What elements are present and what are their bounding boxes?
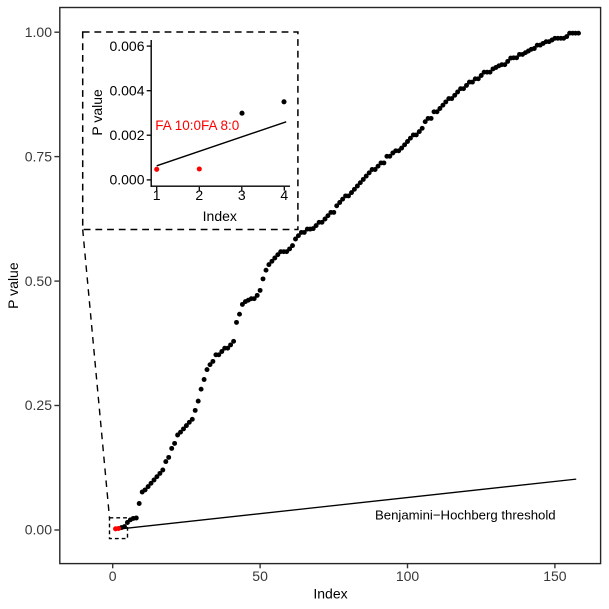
svg-text:1: 1 (153, 187, 161, 203)
svg-text:0.25: 0.25 (25, 397, 52, 413)
svg-text:Index: Index (313, 585, 347, 601)
svg-text:0.000: 0.000 (109, 172, 144, 188)
svg-text:FA 10:0FA 8:0: FA 10:0FA 8:0 (155, 118, 239, 133)
svg-text:0.004: 0.004 (109, 83, 144, 99)
svg-text:0.50: 0.50 (25, 273, 52, 289)
svg-text:1.00: 1.00 (25, 24, 52, 40)
svg-text:100: 100 (396, 568, 420, 584)
svg-text:0.00: 0.00 (25, 522, 52, 538)
svg-text:P value: P value (89, 89, 105, 136)
svg-text:0.75: 0.75 (25, 148, 52, 164)
svg-text:0.002: 0.002 (109, 127, 144, 143)
svg-text:0.006: 0.006 (109, 38, 144, 54)
svg-text:P value: P value (5, 262, 21, 309)
svg-text:Benjamini−Hochberg threshold: Benjamini−Hochberg threshold (375, 507, 556, 522)
svg-text:50: 50 (252, 568, 268, 584)
svg-text:Index: Index (203, 208, 237, 224)
svg-text:4: 4 (280, 187, 288, 203)
svg-text:0: 0 (109, 568, 117, 584)
svg-text:2: 2 (195, 187, 203, 203)
svg-text:3: 3 (238, 187, 246, 203)
svg-text:150: 150 (543, 568, 567, 584)
